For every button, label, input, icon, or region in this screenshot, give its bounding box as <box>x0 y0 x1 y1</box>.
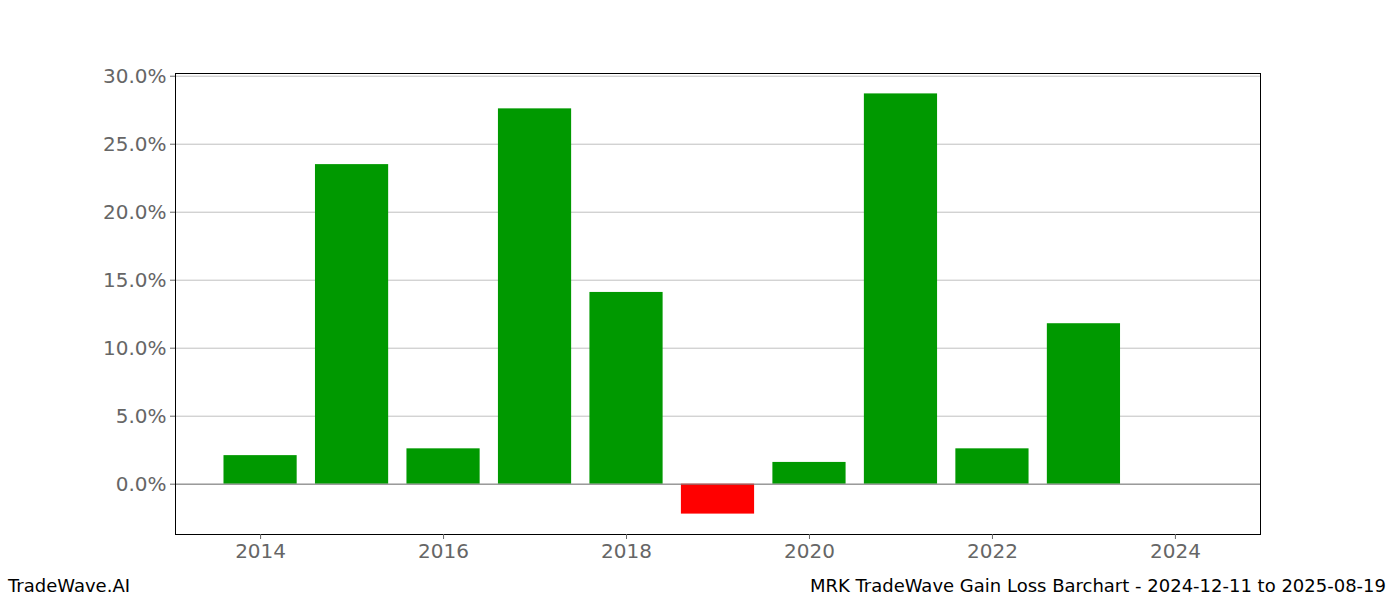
svg-text:30.0%: 30.0% <box>103 64 167 88</box>
svg-text:0.0%: 0.0% <box>116 472 167 496</box>
svg-text:10.0%: 10.0% <box>103 336 167 360</box>
svg-text:15.0%: 15.0% <box>103 268 167 292</box>
svg-text:25.0%: 25.0% <box>103 132 167 156</box>
svg-text:2020: 2020 <box>784 539 835 563</box>
svg-text:2022: 2022 <box>967 539 1018 563</box>
html-text:MRK TradeWave Gain Loss Barcha: MRK TradeWave Gain Loss Barchart - 2024-… <box>809 575 1386 596</box>
svg-text:5.0%: 5.0% <box>116 404 167 428</box>
svg-text:2016: 2016 <box>418 539 469 563</box>
html-text:TradeWave.AI: TradeWave.AI <box>8 575 130 596</box>
svg-text:2024: 2024 <box>1150 539 1201 563</box>
svg-text:20.0%: 20.0% <box>103 200 167 224</box>
svg-text:2014: 2014 <box>235 539 286 563</box>
svg-text:2018: 2018 <box>601 539 652 563</box>
